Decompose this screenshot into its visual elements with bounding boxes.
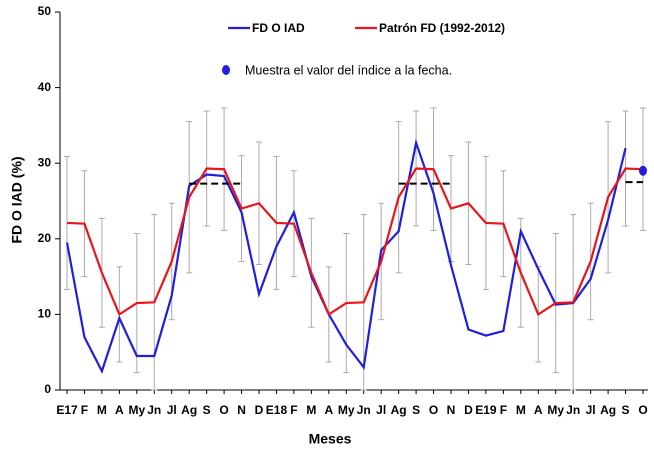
y-tick-label: 20 [38,231,52,245]
x-tick-label: My [128,403,145,417]
y-tick-label: 30 [38,155,52,169]
reference-line [189,181,643,185]
x-tick-label: A [115,403,124,417]
x-tick-label: A [534,403,543,417]
y-tick-label: 10 [38,307,52,321]
x-tick-label: My [547,403,564,417]
series-line [66,167,644,317]
x-tick-label: F [500,403,507,417]
x-tick-label: S [412,403,420,417]
x-tick-label: Jl [167,403,177,417]
x-tick-label: Ag [181,403,197,417]
y-axis-label: FD O IAD (%) [9,156,25,243]
y-tick-label: 0 [44,382,51,396]
x-tick-label: Jn [147,403,161,417]
legend-label: Patrón FD (1992-2012) [379,21,505,35]
x-tick-label: O [219,403,228,417]
x-tick-label: M [306,403,316,417]
x-tick-label: E17 [56,403,78,417]
x-tick-label: O [638,403,647,417]
x-tick-label: Jn [566,403,580,417]
x-tick-label: M [97,403,107,417]
x-tick-label: O [429,403,438,417]
y-tick-label: 50 [38,4,52,18]
x-tick-label: My [338,403,355,417]
x-tick-label: D [464,403,473,417]
legend-label: FD O IAD [252,21,305,35]
x-tick-label: F [290,403,297,417]
x-tick-label: F [81,403,88,417]
x-tick-label: N [447,403,456,417]
x-tick-label: E18 [266,403,288,417]
x-tick-label: D [255,403,264,417]
x-tick-label: Ag [600,403,616,417]
x-tick-label: Jn [357,403,371,417]
annotation: Muestra el valor del índice a la fecha. [245,63,452,77]
x-tick-label: E19 [475,403,497,417]
x-tick-label: Jl [376,403,386,417]
x-axis-label: Meses [309,431,352,447]
current-value-dot [639,165,647,176]
x-tick-label: Jl [586,403,596,417]
x-tick-label: A [324,403,333,417]
x-tick-label: M [516,403,526,417]
x-tick-label: N [237,403,246,417]
y-tick-label: 40 [38,80,52,94]
legend-dot [222,65,230,75]
x-tick-label: S [203,403,211,417]
series-line [65,138,627,374]
x-tick-label: Ag [391,403,407,417]
x-tick-label: S [622,403,630,417]
